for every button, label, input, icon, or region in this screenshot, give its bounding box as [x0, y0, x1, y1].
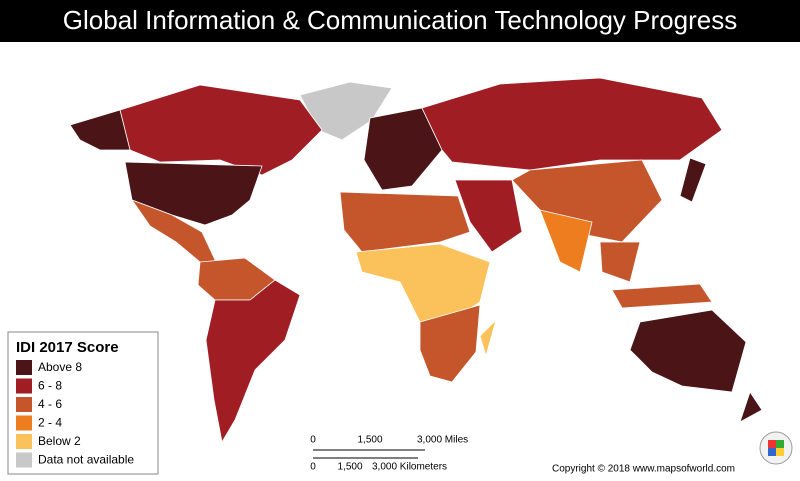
logo-square — [768, 440, 776, 448]
title-bar — [0, 0, 800, 42]
legend-label: Above 8 — [38, 360, 82, 374]
legend-swatch — [16, 360, 32, 375]
canada — [119, 84, 323, 176]
logo-square — [776, 448, 784, 456]
southern-africa — [419, 304, 481, 383]
alaska — [69, 109, 131, 151]
legend-swatch — [16, 397, 32, 412]
scale-label: 0 — [310, 462, 316, 473]
australia — [629, 309, 747, 393]
legend-label: Below 2 — [38, 434, 81, 448]
title: Global Information & Communication Techn… — [63, 5, 737, 35]
south-america-south — [205, 279, 301, 444]
legend-swatch — [16, 378, 32, 394]
new-zealand — [739, 391, 763, 423]
legend-swatch — [16, 434, 32, 449]
middle-east — [454, 179, 523, 253]
north-africa — [339, 191, 471, 253]
legend-label: 6 - 8 — [38, 379, 62, 393]
india — [539, 209, 593, 273]
legend-label: Data not available — [38, 453, 134, 467]
legend-label: 4 - 6 — [38, 397, 62, 411]
legend: IDI 2017 Score Above 8 6 - 8 4 - 6 2 - 4 Bel… — [7, 331, 159, 475]
logo-square — [768, 448, 776, 456]
logo-square — [776, 440, 784, 448]
russia — [421, 77, 723, 171]
legend-swatch — [16, 452, 32, 468]
scale-label: 1,500 — [357, 435, 382, 446]
scale-label: 0 — [310, 435, 316, 446]
scale-bar: 0 1,500 3,000 Miles 0 1,500 3,000 Kilome… — [310, 435, 468, 473]
legend-label: 2 - 4 — [38, 416, 62, 430]
scale-label: 3,000 Miles — [417, 435, 468, 446]
scale-label: 3,000 Kilometers — [372, 462, 447, 473]
legend-title: IDI 2017 Score — [16, 339, 119, 356]
world-map — [69, 77, 763, 444]
indonesia — [611, 283, 713, 309]
scale-label: 1,500 — [337, 462, 362, 473]
japan — [679, 157, 707, 203]
southeast-asia — [599, 241, 641, 283]
logo — [759, 431, 793, 465]
madagascar — [479, 318, 497, 358]
copyright: Copyright © 2018 www.mapsofworld.com — [552, 464, 735, 475]
legend-swatch — [16, 415, 32, 431]
china — [511, 159, 663, 243]
legend-box — [7, 331, 159, 475]
